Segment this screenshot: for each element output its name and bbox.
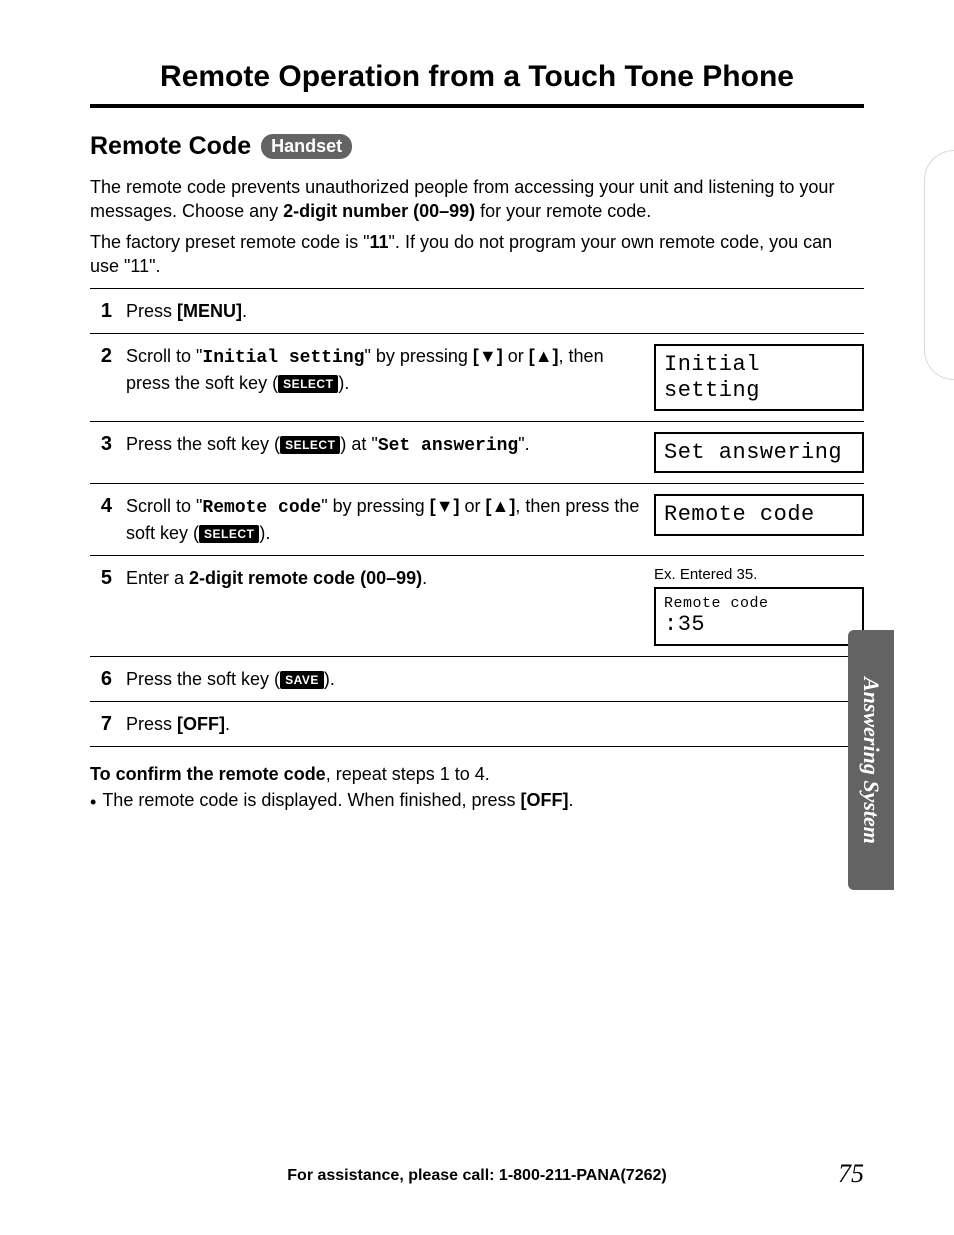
lcd-line: Remote code <box>664 595 854 612</box>
step-row: 5 Enter a 2-digit remote code (00–99). E… <box>90 555 864 656</box>
text: Press <box>126 714 177 734</box>
text: ). <box>259 523 270 543</box>
intro-paragraph-1: The remote code prevents unauthorized pe… <box>90 175 864 224</box>
step-number: 1 <box>90 299 112 323</box>
manual-page: Remote Operation from a Touch Tone Phone… <box>0 0 954 1235</box>
step-text: Press [MENU]. <box>126 299 864 323</box>
text: ) at " <box>340 434 377 454</box>
step-text: Scroll to "Remote code" by pressing [▼] … <box>126 494 640 545</box>
text: ). <box>338 373 349 393</box>
display-column: Set answering <box>654 432 864 473</box>
text: " by pressing <box>364 346 472 366</box>
text: ). <box>324 669 335 689</box>
intro-text: The factory preset remote code is " <box>90 232 370 252</box>
off-key: [OFF] <box>521 790 569 810</box>
step-number: 6 <box>90 667 112 691</box>
text: Press the soft key ( <box>126 434 280 454</box>
text: The remote code is displayed. When finis… <box>102 790 520 810</box>
text: Scroll to " <box>126 346 202 366</box>
step-row: 6 Press the soft key (SAVE). <box>90 656 864 701</box>
lcd-display: Set answering <box>654 432 864 473</box>
section-tab-label: Answering System <box>858 677 884 844</box>
handset-badge: Handset <box>261 134 352 159</box>
text: . <box>569 790 574 810</box>
section-heading-row: Remote Code Handset <box>90 132 864 161</box>
display-column: Ex. Entered 35. Remote code :35 <box>654 566 864 646</box>
menu-item: Set answering <box>378 436 518 456</box>
step-row: 4 Scroll to "Remote code" by pressing [▼… <box>90 483 864 555</box>
bold-text: 2-digit remote code (00–99) <box>189 568 422 588</box>
step-number: 5 <box>90 566 112 590</box>
step-number: 4 <box>90 494 112 518</box>
text: Scroll to " <box>126 496 202 516</box>
save-softkey: SAVE <box>280 671 324 689</box>
lcd-display: Remote code :35 <box>654 587 864 646</box>
text: . <box>242 301 247 321</box>
step-row: 3 Press the soft key (SELECT) at "Set an… <box>90 421 864 483</box>
steps-list: 1 Press [MENU]. 2 Scroll to "Initial set… <box>90 288 864 747</box>
step-text: Scroll to "Initial setting" by pressing … <box>126 344 640 395</box>
step-text: Press the soft key (SELECT) at "Set answ… <box>126 432 640 458</box>
text: or <box>460 496 486 516</box>
down-arrow-key: [▼] <box>473 346 503 366</box>
text: ". <box>518 434 529 454</box>
text: Press <box>126 301 177 321</box>
step-text: Press [OFF]. <box>126 712 864 736</box>
up-arrow-key: [▲] <box>529 346 559 366</box>
menu-key: [MENU] <box>177 301 242 321</box>
intro-bold: 2-digit number (00–99) <box>283 201 475 221</box>
step-number: 7 <box>90 712 112 736</box>
page-title: Remote Operation from a Touch Tone Phone <box>90 60 864 108</box>
lcd-display: Remote code <box>654 494 864 535</box>
section-title: Remote Code <box>90 132 251 161</box>
step-row: 7 Press [OFF]. <box>90 701 864 747</box>
lcd-line: :35 <box>664 612 854 637</box>
down-arrow-key: [▼] <box>430 496 460 516</box>
select-softkey: SELECT <box>278 375 338 393</box>
bullet-line: • The remote code is displayed. When fin… <box>90 787 864 815</box>
intro-bold: 11 <box>370 232 389 252</box>
menu-item: Remote code <box>202 498 321 518</box>
step-row: 2 Scroll to "Initial setting" by pressin… <box>90 333 864 421</box>
menu-item: Initial setting <box>202 348 364 368</box>
off-key: [OFF] <box>177 714 225 734</box>
select-softkey: SELECT <box>199 525 259 543</box>
page-number: 75 <box>838 1159 864 1189</box>
lcd-display: Initial setting <box>654 344 864 411</box>
step-number: 2 <box>90 344 112 368</box>
step-number: 3 <box>90 432 112 456</box>
text: or <box>503 346 529 366</box>
select-softkey: SELECT <box>280 436 340 454</box>
thumb-cut-decoration <box>924 150 954 380</box>
step-text: Enter a 2-digit remote code (00–99). <box>126 566 640 590</box>
text: , repeat steps 1 to 4. <box>326 764 490 784</box>
text: Press the soft key ( <box>126 669 280 689</box>
assistance-text: For assistance, please call: 1-800-211-P… <box>287 1167 666 1185</box>
text: Enter a <box>126 568 189 588</box>
bullet-text: The remote code is displayed. When finis… <box>102 787 573 815</box>
display-column: Initial setting <box>654 344 864 411</box>
example-label: Ex. Entered 35. <box>654 566 864 583</box>
step-row: 1 Press [MENU]. <box>90 288 864 333</box>
page-footer: For assistance, please call: 1-800-211-P… <box>90 1167 864 1185</box>
intro-text: for your remote code. <box>475 201 651 221</box>
intro-paragraph-2: The factory preset remote code is "11". … <box>90 230 864 279</box>
post-steps-note: To confirm the remote code, repeat steps… <box>90 761 864 815</box>
bold-text: To confirm the remote code <box>90 764 326 784</box>
text: . <box>422 568 427 588</box>
text: " by pressing <box>321 496 429 516</box>
display-column: Remote code <box>654 494 864 535</box>
section-tab: Answering System <box>848 630 894 890</box>
bullet-icon: • <box>90 787 96 815</box>
confirm-line: To confirm the remote code, repeat steps… <box>90 761 864 787</box>
text: . <box>225 714 230 734</box>
step-text: Press the soft key (SAVE). <box>126 667 864 691</box>
up-arrow-key: [▲] <box>486 496 516 516</box>
